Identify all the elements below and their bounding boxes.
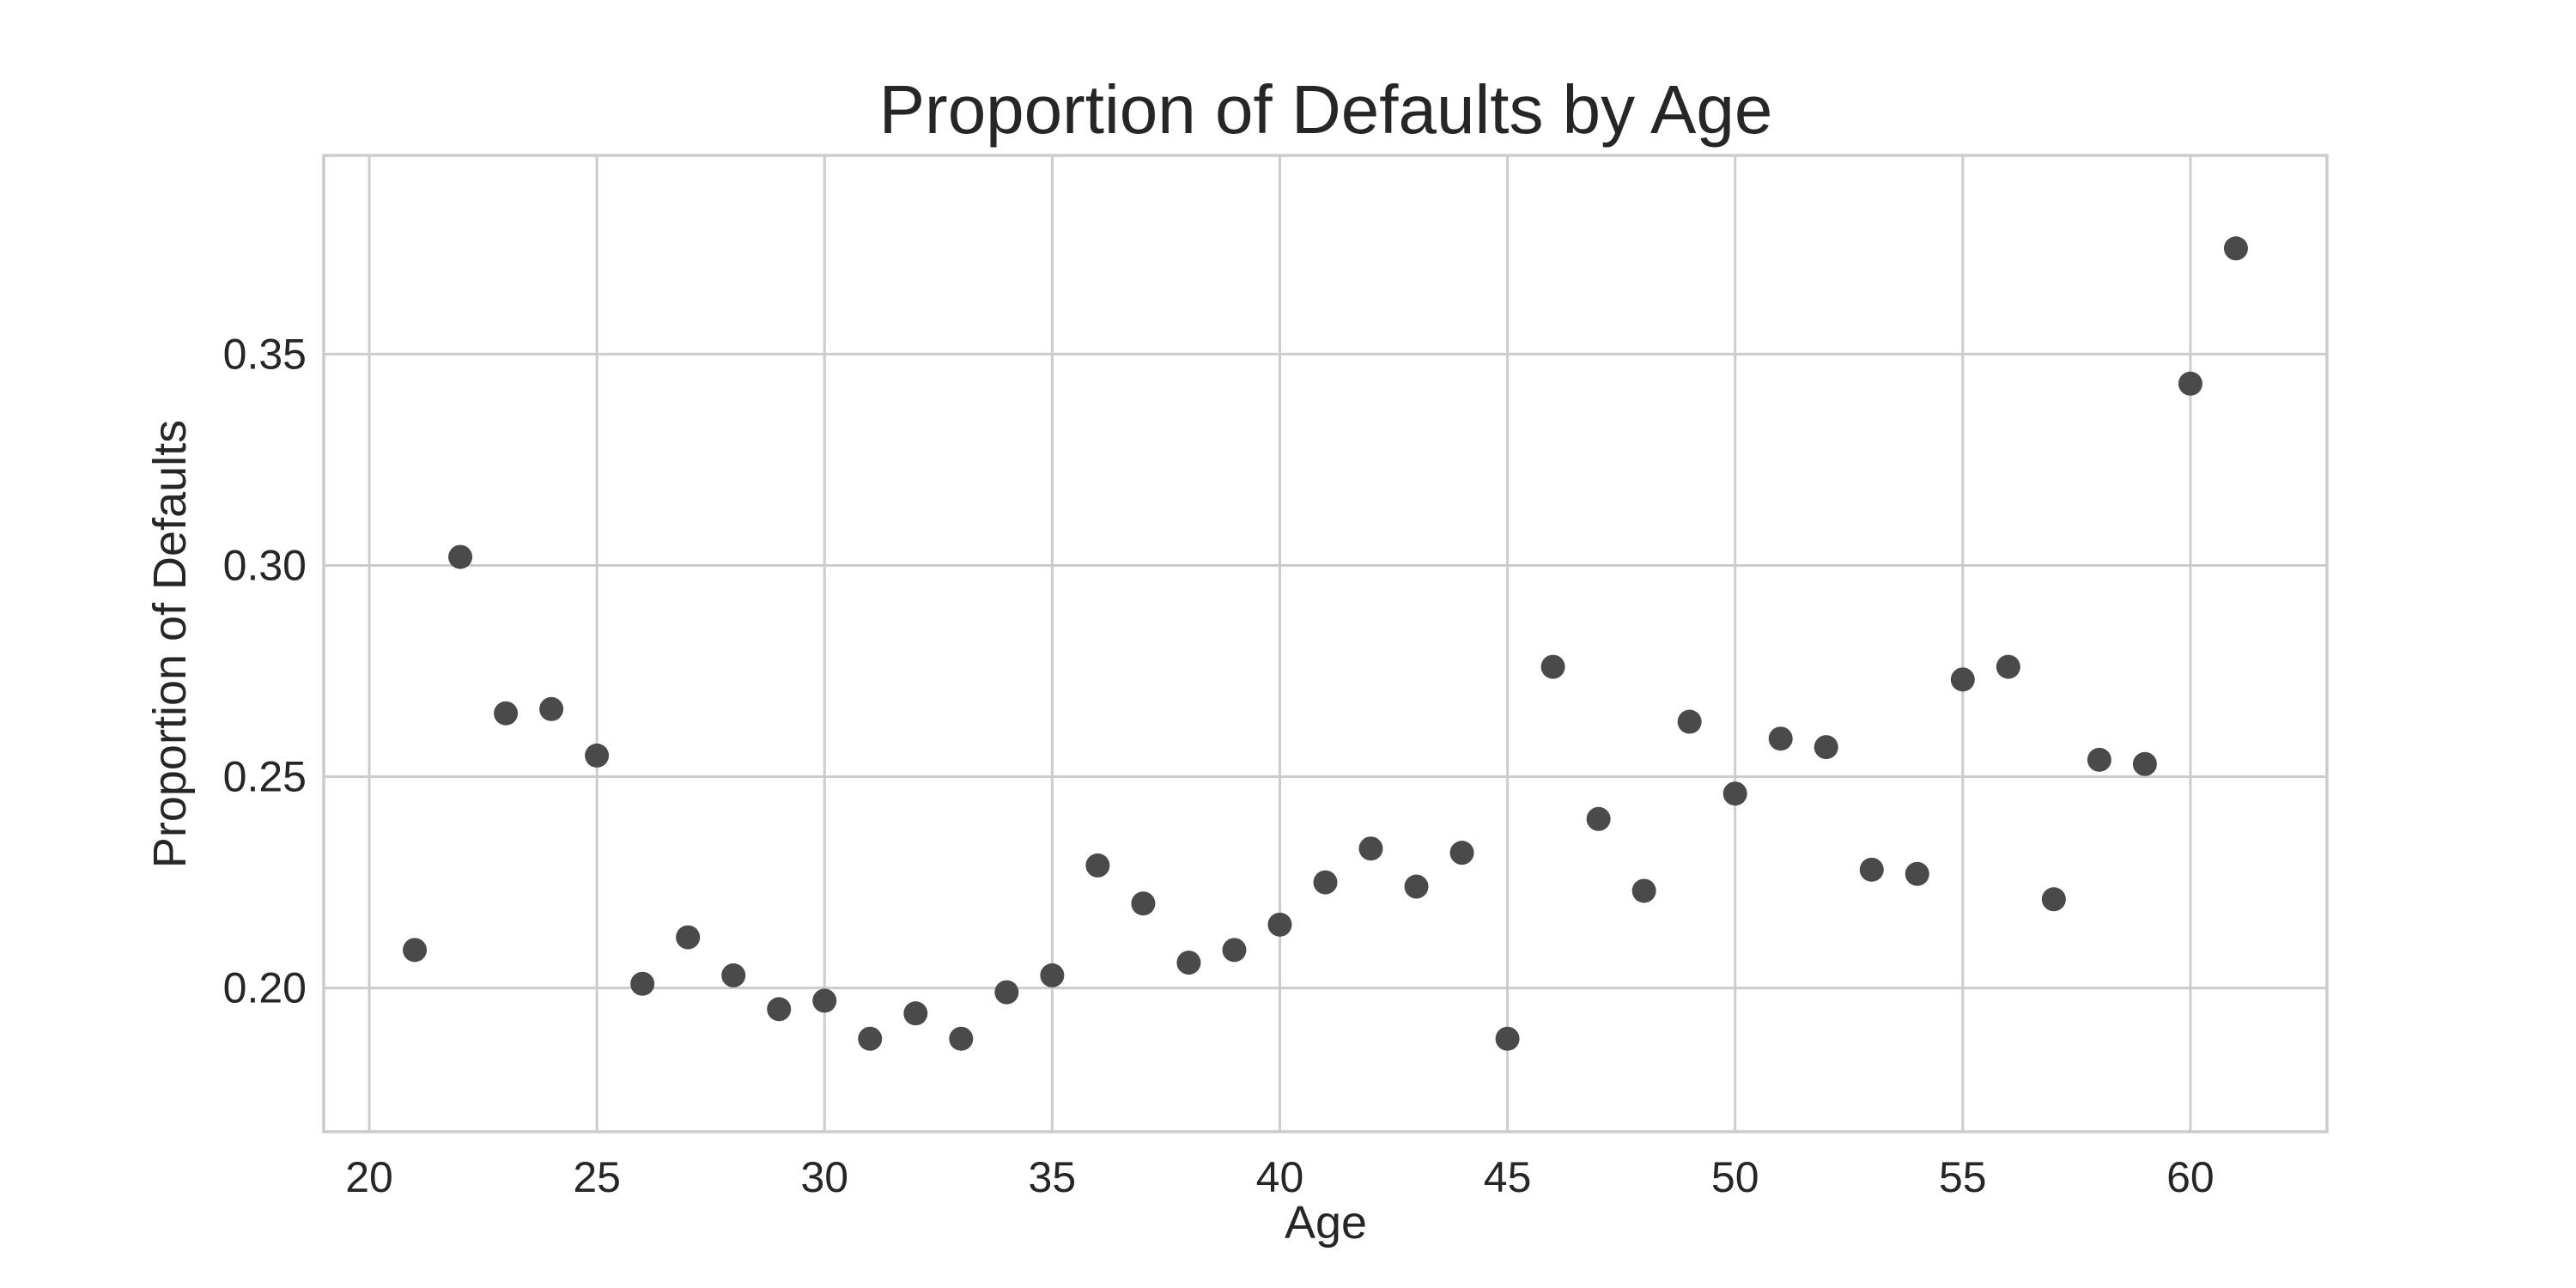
data-point — [994, 980, 1019, 1005]
chart-title: Proportion of Defaults by Age — [879, 71, 1773, 148]
x-tick-label: 35 — [1029, 1153, 1077, 1201]
data-point — [1859, 857, 1884, 882]
data-point — [721, 963, 746, 987]
data-point — [1814, 735, 1838, 760]
data-point — [1449, 841, 1474, 866]
data-point — [1313, 870, 1338, 895]
y-tick-label: 0.25 — [223, 753, 307, 801]
data-point — [1495, 1026, 1520, 1051]
x-tick-label: 20 — [345, 1153, 393, 1201]
data-point — [1131, 891, 1156, 916]
data-point — [2087, 747, 2111, 772]
data-point — [1358, 836, 1383, 861]
data-point — [1085, 853, 1110, 878]
data-point — [2041, 887, 2066, 912]
data-point — [812, 988, 837, 1013]
x-tick-label: 45 — [1484, 1153, 1532, 1201]
data-point — [1905, 861, 1929, 886]
data-point — [1040, 963, 1065, 987]
data-point — [676, 925, 701, 950]
y-tick-labels: 0.20 0.25 0.30 0.35 — [223, 330, 307, 1012]
x-tick-labels: 20 25 30 35 40 45 50 55 60 — [345, 1153, 2215, 1201]
data-point — [585, 743, 610, 768]
data-point — [2178, 371, 2202, 396]
x-tick-label: 60 — [2166, 1153, 2215, 1201]
data-point — [448, 544, 473, 569]
data-point — [1722, 781, 1747, 806]
x-tick-label: 55 — [1939, 1153, 1987, 1201]
x-tick-label: 40 — [1256, 1153, 1304, 1201]
data-point — [494, 701, 519, 726]
grid-layer — [324, 155, 2327, 1132]
data-point — [767, 997, 792, 1022]
x-tick-label: 30 — [800, 1153, 848, 1201]
y-tick-label: 0.30 — [223, 541, 307, 589]
data-point — [1586, 806, 1611, 831]
data-point — [949, 1026, 974, 1051]
x-tick-label: 50 — [1711, 1153, 1759, 1201]
x-tick-label: 25 — [573, 1153, 621, 1201]
data-point — [1540, 654, 1565, 679]
y-tick-label: 0.20 — [223, 964, 307, 1012]
data-point — [1222, 938, 1247, 963]
data-points — [403, 236, 2248, 1051]
data-point — [1677, 709, 1702, 734]
data-point — [1267, 912, 1292, 937]
data-point — [858, 1026, 883, 1051]
y-axis-label: Proportion of Defaults — [144, 420, 196, 868]
y-tick-label: 0.35 — [223, 330, 307, 378]
data-point — [539, 696, 564, 721]
data-point — [1950, 667, 1975, 692]
plot-frame — [322, 154, 2329, 1133]
data-point — [903, 1001, 928, 1026]
x-axis-label: Age — [1285, 1197, 1367, 1249]
data-point — [1176, 951, 1201, 975]
data-point — [403, 938, 428, 963]
data-point — [1768, 726, 1793, 751]
data-point — [1996, 654, 2020, 679]
data-point — [1404, 874, 1429, 899]
data-point — [1631, 878, 1656, 903]
data-point — [2223, 236, 2248, 261]
data-point — [630, 971, 655, 996]
data-point — [2132, 751, 2157, 776]
